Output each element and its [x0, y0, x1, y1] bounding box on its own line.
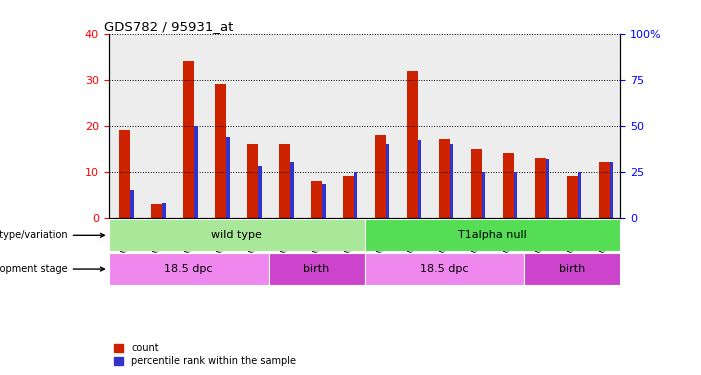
Bar [183, 61, 194, 217]
Bar [311, 181, 322, 218]
Bar [365, 219, 620, 251]
Bar [109, 253, 268, 285]
Bar [365, 253, 524, 285]
Bar [290, 162, 294, 218]
Bar [215, 84, 226, 218]
Bar [237, 34, 268, 218]
Legend: count, percentile rank within the sample: count, percentile rank within the sample [114, 344, 296, 366]
Bar [205, 34, 237, 218]
Bar [588, 34, 620, 218]
Bar [418, 140, 421, 218]
Bar [130, 190, 134, 217]
Bar [482, 172, 485, 217]
Bar [226, 136, 229, 218]
Bar [545, 159, 550, 218]
Bar [247, 144, 258, 218]
Bar [151, 204, 162, 218]
Bar [397, 34, 428, 218]
Bar [141, 34, 172, 218]
Bar [386, 144, 390, 218]
Bar [258, 166, 261, 218]
Bar [567, 176, 578, 218]
Bar [407, 70, 418, 217]
Bar [162, 203, 165, 217]
Text: 18.5 dpc: 18.5 dpc [164, 264, 213, 274]
Text: birth: birth [559, 264, 585, 274]
Bar [332, 34, 365, 218]
Text: genotype/variation: genotype/variation [0, 230, 104, 240]
Bar [535, 158, 546, 218]
Text: GDS782 / 95931_at: GDS782 / 95931_at [104, 20, 233, 33]
Text: birth: birth [304, 264, 329, 274]
Text: wild type: wild type [211, 230, 262, 240]
Bar [524, 34, 557, 218]
Bar [503, 153, 514, 218]
Bar [599, 162, 610, 218]
Bar [471, 148, 482, 217]
Bar [301, 34, 332, 218]
Bar [109, 219, 365, 251]
Bar [375, 135, 386, 218]
Bar [557, 34, 588, 218]
Bar [609, 162, 613, 218]
Bar [353, 172, 358, 217]
Bar [109, 34, 141, 218]
Bar [268, 34, 301, 218]
Bar [461, 34, 493, 218]
Bar [119, 130, 130, 218]
Bar [578, 172, 581, 217]
Bar [172, 34, 205, 218]
Bar [343, 176, 354, 218]
Bar [193, 126, 198, 218]
Bar [524, 253, 620, 285]
Text: 18.5 dpc: 18.5 dpc [420, 264, 469, 274]
Bar [279, 144, 290, 218]
Bar [514, 172, 517, 217]
Text: development stage: development stage [0, 264, 104, 274]
Bar [439, 140, 450, 218]
Bar [493, 34, 524, 218]
Text: T1alpha null: T1alpha null [458, 230, 527, 240]
Bar [449, 144, 454, 218]
Bar [365, 34, 397, 218]
Bar [322, 184, 325, 218]
Bar [268, 253, 365, 285]
Bar [428, 34, 461, 218]
